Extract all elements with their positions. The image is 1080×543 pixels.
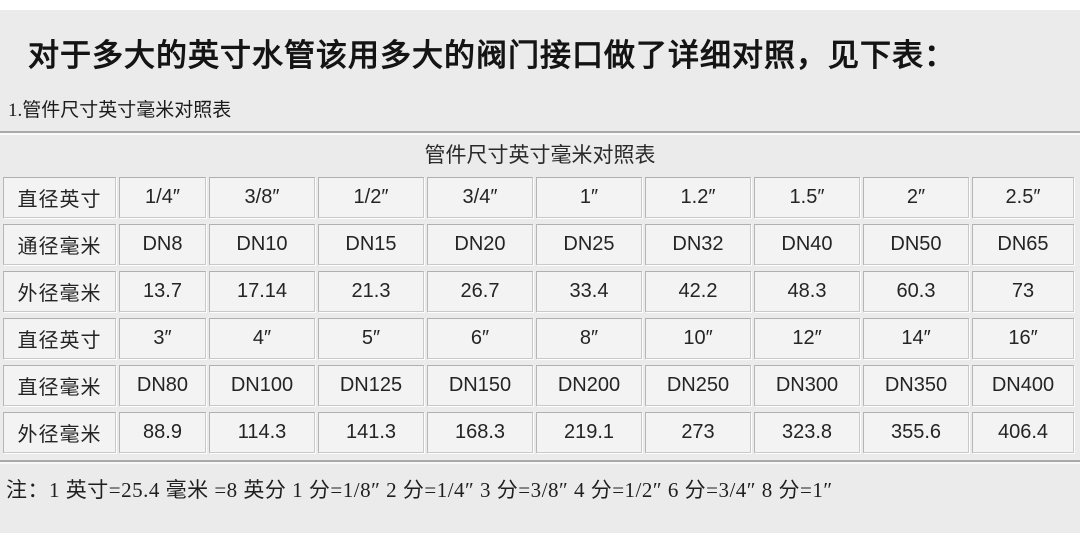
table-cell: 406.4 [972, 411, 1074, 453]
table-cell: 6″ [427, 317, 533, 359]
table-cell: 5″ [318, 317, 424, 359]
table-cell: DN350 [863, 364, 969, 406]
row-label: 直径英寸 [3, 176, 116, 218]
table-cell: 60.3 [863, 270, 969, 312]
table-cell: DN125 [318, 364, 424, 406]
table-row: 外径毫米 13.7 17.14 21.3 26.7 33.4 42.2 48.3… [3, 270, 1080, 312]
table-cell: 1″ [536, 176, 642, 218]
table-cell: 8″ [536, 317, 642, 359]
table-cell: 1/2″ [318, 176, 424, 218]
table-cell: DN250 [645, 364, 751, 406]
row-label: 外径毫米 [3, 411, 116, 453]
table-cell: 1/4″ [119, 176, 206, 218]
table-cell: DN80 [119, 364, 206, 406]
table-cell: 4″ [209, 317, 315, 359]
table-cell: DN15 [318, 223, 424, 265]
table-cell: 14″ [863, 317, 969, 359]
table-cell: DN200 [536, 364, 642, 406]
table-cell: 48.3 [754, 270, 860, 312]
conversion-table: 管件尺寸英寸毫米对照表 直径英寸 1/4″ 3/8″ 1/2″ 3/4″ 1″ … [0, 130, 1080, 504]
table-cell: DN100 [209, 364, 315, 406]
table-cell: DN300 [754, 364, 860, 406]
table-caption: 管件尺寸英寸毫米对照表 [0, 130, 1080, 173]
table-row: 直径毫米 DN80 DN100 DN125 DN150 DN200 DN250 … [3, 364, 1080, 406]
table-cell: 2″ [863, 176, 969, 218]
table-cell: 141.3 [318, 411, 424, 453]
table-row: 直径英寸 1/4″ 3/8″ 1/2″ 3/4″ 1″ 1.2″ 1.5″ 2″… [3, 176, 1080, 218]
table-cell: 17.14 [209, 270, 315, 312]
table-cell: 168.3 [427, 411, 533, 453]
table-row: 直径英寸 3″ 4″ 5″ 6″ 8″ 10″ 12″ 14″ 16″ [3, 317, 1080, 359]
table-cell: 12″ [754, 317, 860, 359]
page-title: 对于多大的英寸水管该用多大的阀门接口做了详细对照，见下表： [28, 38, 956, 73]
table-cell: 1.5″ [754, 176, 860, 218]
table-cell: 10″ [645, 317, 751, 359]
table-cell: DN25 [536, 223, 642, 265]
table-footnote: 注：1 英寸=25.4 毫米 =8 英分 1 分=1/8″ 2 分=1/4″ 3… [0, 459, 1080, 504]
table-cell: 323.8 [754, 411, 860, 453]
table-cell: DN10 [209, 223, 315, 265]
table-cell: DN8 [119, 223, 206, 265]
table-row: 外径毫米 88.9 114.3 141.3 168.3 219.1 273 32… [3, 411, 1080, 453]
table-cell: 2.5″ [972, 176, 1074, 218]
row-label: 直径英寸 [3, 317, 116, 359]
table-cell: 114.3 [209, 411, 315, 453]
table-cell: 3″ [119, 317, 206, 359]
table-cell: DN65 [972, 223, 1074, 265]
table-cell: 3/8″ [209, 176, 315, 218]
table-cell: 273 [645, 411, 751, 453]
table-cell: 355.6 [863, 411, 969, 453]
page: 对于多大的英寸水管该用多大的阀门接口做了详细对照，见下表： 1.管件尺寸英寸毫米… [0, 10, 1080, 533]
table-cell: 26.7 [427, 270, 533, 312]
table-row: 通径毫米 DN8 DN10 DN15 DN20 DN25 DN32 DN40 D… [3, 223, 1080, 265]
row-label: 通径毫米 [3, 223, 116, 265]
table-cell: 13.7 [119, 270, 206, 312]
row-label: 直径毫米 [3, 364, 116, 406]
pipe-size-table: 直径英寸 1/4″ 3/8″ 1/2″ 3/4″ 1″ 1.2″ 1.5″ 2″… [0, 171, 1080, 459]
table-cell: DN50 [863, 223, 969, 265]
table-cell: DN20 [427, 223, 533, 265]
table-cell: 16″ [972, 317, 1074, 359]
table-cell: 3/4″ [427, 176, 533, 218]
table-cell: 42.2 [645, 270, 751, 312]
table-cell: 73 [972, 270, 1074, 312]
table-cell: DN400 [972, 364, 1074, 406]
table-cell: 219.1 [536, 411, 642, 453]
table-cell: 88.9 [119, 411, 206, 453]
table-cell: 21.3 [318, 270, 424, 312]
table-cell: DN150 [427, 364, 533, 406]
table-cell: DN40 [754, 223, 860, 265]
table-cell: 33.4 [536, 270, 642, 312]
table-cell: DN32 [645, 223, 751, 265]
page-subtitle: 1.管件尺寸英寸毫米对照表 [8, 99, 232, 121]
table-cell: 1.2″ [645, 176, 751, 218]
row-label: 外径毫米 [3, 270, 116, 312]
